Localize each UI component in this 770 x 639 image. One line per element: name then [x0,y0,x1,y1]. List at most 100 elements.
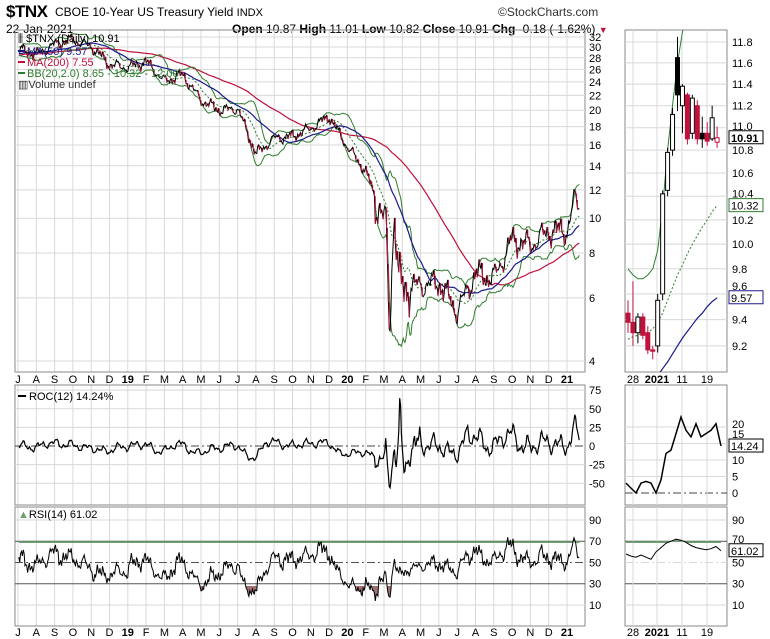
y-tick-label: 6 [589,293,595,305]
copyright[interactable]: ©StockCharts.com [498,5,599,19]
x-tick-label: 20 [341,374,353,386]
x-tick-label: A [252,627,260,639]
zoom-x-tick-label: 2021 [645,374,669,386]
y-tick-label: 30 [589,42,601,54]
zoom-y-tick-label: 11.8 [732,37,753,49]
x-tick-label: M [379,374,388,386]
x-tick-label: A [472,627,480,639]
zoom-x-tick-label: 19 [701,627,713,639]
zoom-x-tick-label: 2021 [645,627,669,639]
x-tick-label: A [33,374,41,386]
x-tick-label: N [307,627,315,639]
rsi-line [18,535,580,601]
zoom-candle [630,321,636,334]
ohlc-summary: Open 10.87 High 11.01 Low 10.82 Close 10… [232,22,608,36]
x-tick-label: 20 [341,627,353,639]
zoom-y-tick-label: 5 [732,472,738,484]
zoom-candle [709,117,715,140]
x-tick-label: A [179,627,187,639]
bb-lower-line [18,46,580,348]
down-arrow-icon: ▼ [598,25,608,35]
x-tick-label: S [490,627,497,639]
x-tick-label: A [179,374,187,386]
y-tick-label: 90 [589,515,601,527]
x-tick-label: D [106,627,114,639]
close-tag-box [728,130,764,145]
x-tick-label: 19 [122,627,134,639]
legend-price: ⫼ $TNX (Daily) 10.91 [18,33,120,45]
rsi-tag-text: 61.02 [731,546,759,558]
symbol: $TNX [6,2,48,21]
legend-ma50: MA(50) 9.57 [27,46,88,58]
zoom-candle [684,94,690,140]
zoom-y-tick-label: 50 [732,557,744,569]
close-label: Close [422,22,456,36]
zoom-y-tick-label: 9.6 [732,281,747,293]
bb-mid-tag-text: 10.32 [731,201,759,213]
zoom-candle [714,137,720,143]
roc-tag: 14.24 [728,438,764,453]
x-tick-label: A [399,374,407,386]
legend-ma50-swatch [18,50,25,52]
x-tick-label: O [69,627,78,639]
low-value: 10.82 [389,22,420,36]
zoom-y-tick-label: 9.2 [732,341,747,353]
ma200-line [18,47,580,286]
x-tick-label: D [325,374,333,386]
bb-mid-tag: 10.32 [728,198,764,213]
y-tick-label: -25 [589,460,605,472]
date: 22-Jan-2021 [6,22,74,36]
x-tick-label: F [143,374,150,386]
x-tick-label: J [436,627,442,639]
x-tick-label: J [454,374,460,386]
y-tick-label: 50 [589,404,601,416]
x-tick-label: N [307,374,315,386]
zoom-candle [665,151,671,191]
zoom-x-tick-label: 11 [676,627,687,639]
low-label: Low [361,22,386,36]
x-tick-label: M [160,374,169,386]
x-tick-label: M [196,374,205,386]
y-tick-label: 14 [589,161,601,173]
ma50-tag-box [728,290,764,305]
x-tick-label: D [325,627,333,639]
y-tick-label: 10 [589,213,601,225]
zoom-candle [694,105,700,140]
zoom-x-tick-label: 28 [627,627,639,639]
y-tick-label: 26 [589,64,601,76]
x-tick-label: O [69,374,78,386]
chg-value: -0.18 (-1.62%) [518,22,596,36]
close-tag: 10.91 [728,130,764,145]
zoom-y-tick-label: 90 [732,515,744,527]
x-tick-label: M [416,627,425,639]
x-tick-label: J [15,374,21,386]
x-tick-label: O [508,627,517,639]
zoom-candle [635,316,641,334]
x-tick-label: D [545,627,553,639]
zoom-candle [660,193,666,295]
close-value: 10.91 [458,22,489,36]
x-tick-label: A [399,627,407,639]
chg-label: Chg [492,22,516,36]
x-tick-label: S [271,374,278,386]
zoom-rsi-overbought-fill [626,539,721,543]
zoom-y-tick-label: 10.8 [732,145,753,157]
y-tick-label: 25 [589,422,601,434]
legend-rsi: ▲RSI(14) 61.02 [18,509,97,521]
zoom-y-tick-label: 10 [732,455,744,467]
x-tick-label: S [490,374,497,386]
x-tick-label: S [51,627,58,639]
zoom-candle [675,57,680,96]
zoom-y-tick-label: 11.6 [732,58,753,70]
roc-line [18,398,580,490]
zoom-y-tick-label: 30 [732,579,744,591]
panel-frame [14,29,586,373]
zoom-candle [640,316,646,336]
security-name: CBOE 10-Year US Treasury Yield INDX [55,5,263,19]
ma50-tag: 9.57 [728,290,764,305]
x-tick-label: O [288,627,297,639]
zoom-y-tick-label: 11.4 [732,79,753,91]
roc-tag-box [728,438,764,453]
